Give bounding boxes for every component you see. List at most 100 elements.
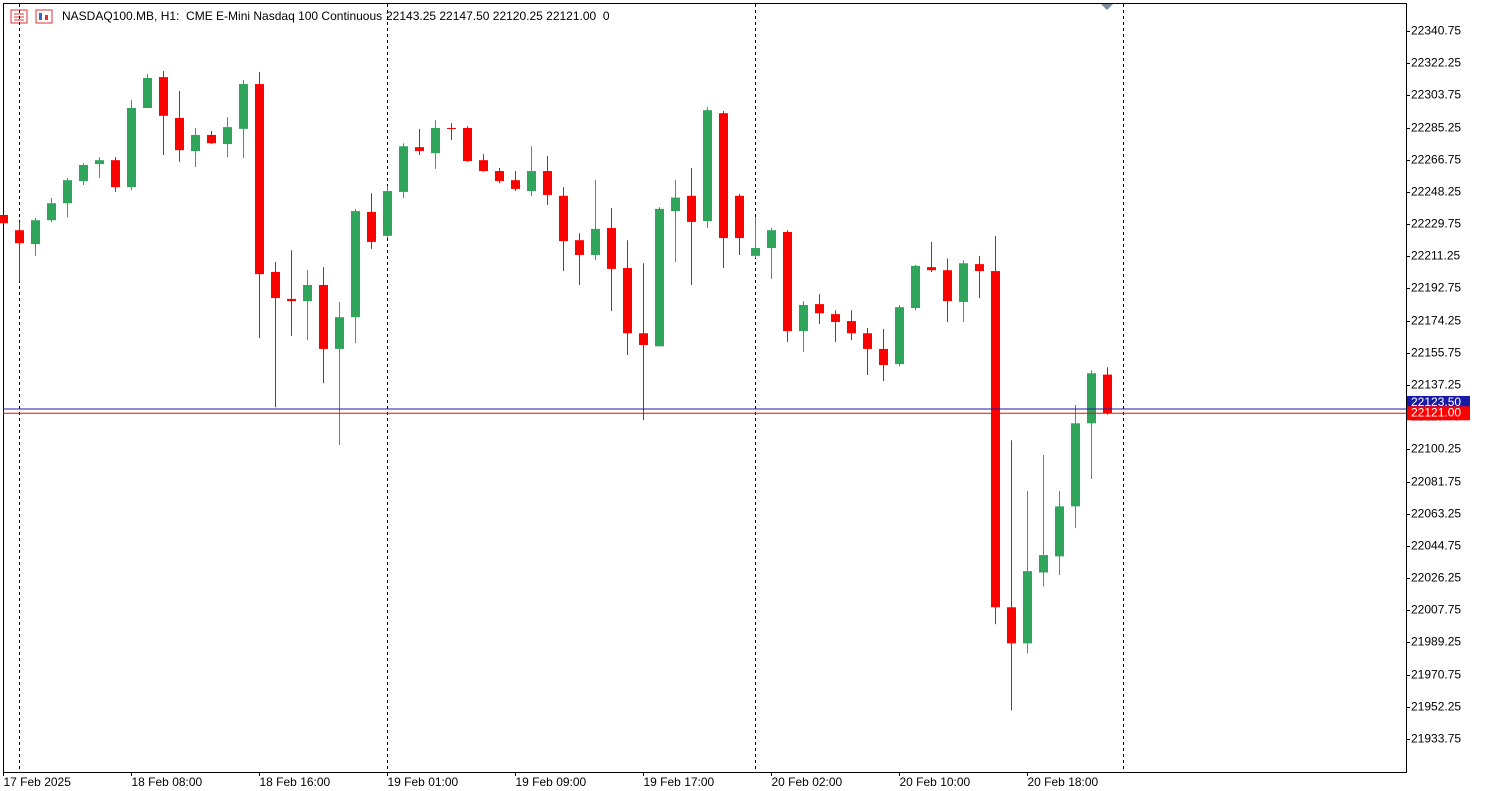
- candle-body: [927, 267, 936, 271]
- x-tick-label: 19 Feb 09:00: [516, 775, 587, 789]
- candle-body: [191, 134, 200, 152]
- candle-body: [111, 160, 120, 188]
- candle-body: [911, 265, 920, 309]
- candle-body: [1007, 607, 1016, 644]
- candle-body: [863, 333, 872, 349]
- candle-body: [751, 248, 760, 256]
- candle-body: [351, 211, 360, 318]
- candle-body: [1087, 373, 1096, 424]
- y-tick-label: 22340.75: [1411, 24, 1461, 38]
- candle-body: [511, 180, 520, 189]
- candle-body: [143, 77, 152, 108]
- candle-body: [447, 127, 456, 129]
- y-tick-label: 22063.25: [1411, 507, 1461, 521]
- candle-body: [831, 314, 840, 322]
- candle-body: [959, 263, 968, 302]
- y-tick-label: 22137.25: [1411, 378, 1461, 392]
- candle-body: [767, 230, 776, 249]
- x-tick-label: 20 Feb 02:00: [772, 775, 843, 789]
- candle-body: [1055, 506, 1064, 557]
- candle-body: [847, 321, 856, 334]
- candle-body: [687, 195, 696, 222]
- x-tick-label: 20 Feb 10:00: [900, 775, 971, 789]
- candle-body: [943, 270, 952, 302]
- candle-body: [287, 298, 296, 302]
- candle-body: [399, 146, 408, 192]
- candle-body: [479, 160, 488, 172]
- y-tick-label: 21970.75: [1411, 668, 1461, 682]
- candle-body: [239, 84, 248, 129]
- y-tick-label: 22285.25: [1411, 121, 1461, 135]
- candle-body: [383, 191, 392, 236]
- candle-body: [47, 203, 56, 221]
- candle-body: [1103, 374, 1112, 414]
- y-tick-label: 22026.25: [1411, 571, 1461, 585]
- y-tick-label: 22266.75: [1411, 153, 1461, 167]
- bid-label: 22121.00: [1411, 405, 1461, 419]
- candle-body: [799, 304, 808, 332]
- candle-body: [575, 240, 584, 255]
- y-tick-label: 22211.25: [1411, 249, 1460, 263]
- chart-title: NASDAQ100.MB, H1: CME E-Mini Nasdaq 100 …: [62, 9, 382, 23]
- candle-body: [815, 304, 824, 314]
- candle-body: [879, 348, 888, 366]
- candle-body: [127, 107, 136, 188]
- candle-body: [271, 271, 280, 299]
- y-tick-label: 22248.25: [1411, 185, 1461, 199]
- x-tick-label: 18 Feb 08:00: [132, 775, 203, 789]
- candle-body: [463, 127, 472, 162]
- candle-body: [63, 180, 72, 204]
- candle-body: [495, 171, 504, 182]
- candle-body: [175, 117, 184, 151]
- candle-body: [0, 214, 8, 224]
- x-tick-label: 20 Feb 18:00: [1028, 775, 1099, 789]
- y-tick-label: 22229.75: [1411, 217, 1461, 231]
- icon: [39, 13, 42, 20]
- icon: [45, 15, 48, 20]
- y-tick-label: 22155.75: [1411, 346, 1461, 360]
- candle-body: [335, 317, 344, 349]
- candle-body: [623, 268, 632, 334]
- candle-body: [431, 127, 440, 154]
- candle-body: [207, 134, 216, 144]
- y-tick-label: 22081.75: [1411, 475, 1461, 489]
- candle-body: [719, 113, 728, 239]
- y-tick-label: 22100.25: [1411, 442, 1461, 456]
- candle-body: [255, 84, 264, 275]
- candle-body: [79, 164, 88, 182]
- ohlc-readout: 22143.25 22147.50 22120.25 22121.00 0: [386, 9, 610, 23]
- candle-body: [1039, 555, 1048, 573]
- candle-body: [783, 231, 792, 332]
- shift-marker: [1101, 4, 1113, 10]
- candle-body: [559, 195, 568, 242]
- candle-body: [415, 147, 424, 152]
- candle-body: [367, 211, 376, 242]
- candle-body: [639, 333, 648, 346]
- candle-body: [703, 110, 712, 222]
- y-tick-label: 22044.75: [1411, 539, 1461, 553]
- bid-label-bg: [1407, 406, 1470, 421]
- y-tick-label: 21952.25: [1411, 700, 1461, 714]
- y-tick-label: 22174.25: [1411, 314, 1461, 328]
- y-tick-label: 22303.75: [1411, 88, 1461, 102]
- candle-body: [991, 271, 1000, 608]
- candle-body: [159, 77, 168, 116]
- candle-body: [15, 230, 24, 244]
- y-tick-label: 22192.75: [1411, 281, 1461, 295]
- candle-body: [543, 171, 552, 195]
- candle-body: [223, 127, 232, 145]
- candle-body: [655, 208, 664, 347]
- x-tick-label: 19 Feb 17:00: [644, 775, 715, 789]
- y-tick-label: 21933.75: [1411, 732, 1461, 746]
- candle-body: [975, 264, 984, 272]
- x-tick-label: 19 Feb 01:00: [388, 775, 459, 789]
- candle-body: [1023, 571, 1032, 644]
- x-tick-label: 18 Feb 16:00: [260, 775, 331, 789]
- candle-body: [671, 197, 680, 212]
- y-tick-label: 21989.25: [1411, 635, 1461, 649]
- candle-body: [319, 284, 328, 349]
- y-tick-label: 22007.75: [1411, 603, 1461, 617]
- candle-body: [735, 195, 744, 239]
- icon: [35, 9, 53, 24]
- candle-body: [303, 284, 312, 302]
